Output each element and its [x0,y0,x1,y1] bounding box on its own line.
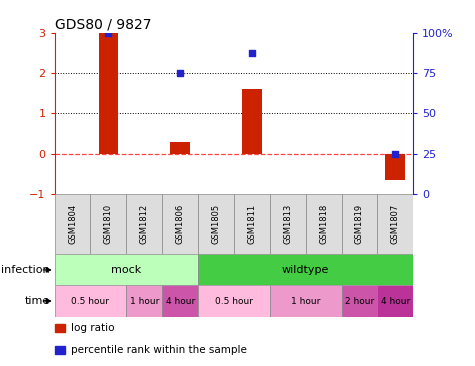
Bar [162,285,198,317]
Text: 1 hour: 1 hour [291,296,320,306]
Bar [162,194,198,254]
Text: GSM1811: GSM1811 [247,204,257,244]
Text: GSM1805: GSM1805 [211,204,220,244]
Bar [198,254,413,285]
Bar [342,285,378,317]
Bar [306,194,342,254]
Bar [198,194,234,254]
Bar [126,194,162,254]
Text: percentile rank within the sample: percentile rank within the sample [71,345,247,355]
Text: 4 hour: 4 hour [380,296,410,306]
Text: GSM1813: GSM1813 [283,204,292,244]
Text: 4 hour: 4 hour [165,296,195,306]
Text: wildtype: wildtype [282,265,329,275]
Bar [198,285,270,317]
Bar [378,194,413,254]
Point [391,151,399,157]
Text: GSM1807: GSM1807 [391,204,400,244]
Bar [126,285,162,317]
Bar [55,285,126,317]
Bar [55,254,198,285]
Bar [385,154,405,180]
Text: GSM1819: GSM1819 [355,204,364,244]
Text: time: time [25,296,50,306]
Text: GSM1804: GSM1804 [68,204,77,244]
Bar [242,89,262,154]
Text: GSM1810: GSM1810 [104,204,113,244]
Bar [55,346,66,354]
Bar [270,285,342,317]
Point [104,30,112,36]
Text: 2 hour: 2 hour [345,296,374,306]
Bar [98,33,118,154]
Text: 0.5 hour: 0.5 hour [72,296,109,306]
Bar [91,194,126,254]
Text: infection: infection [1,265,50,275]
Text: 1 hour: 1 hour [130,296,159,306]
Point [248,50,256,56]
Text: 0.5 hour: 0.5 hour [215,296,253,306]
Text: GSM1806: GSM1806 [176,204,185,244]
Bar [55,194,91,254]
Bar [270,194,306,254]
Bar [342,194,378,254]
Text: GDS80 / 9827: GDS80 / 9827 [55,18,151,32]
Text: GSM1812: GSM1812 [140,204,149,244]
Bar [55,324,66,332]
Text: GSM1818: GSM1818 [319,204,328,244]
Bar [378,285,413,317]
Text: log ratio: log ratio [71,323,114,333]
Bar [234,194,270,254]
Bar [170,142,190,154]
Text: mock: mock [111,265,142,275]
Point [176,70,184,76]
